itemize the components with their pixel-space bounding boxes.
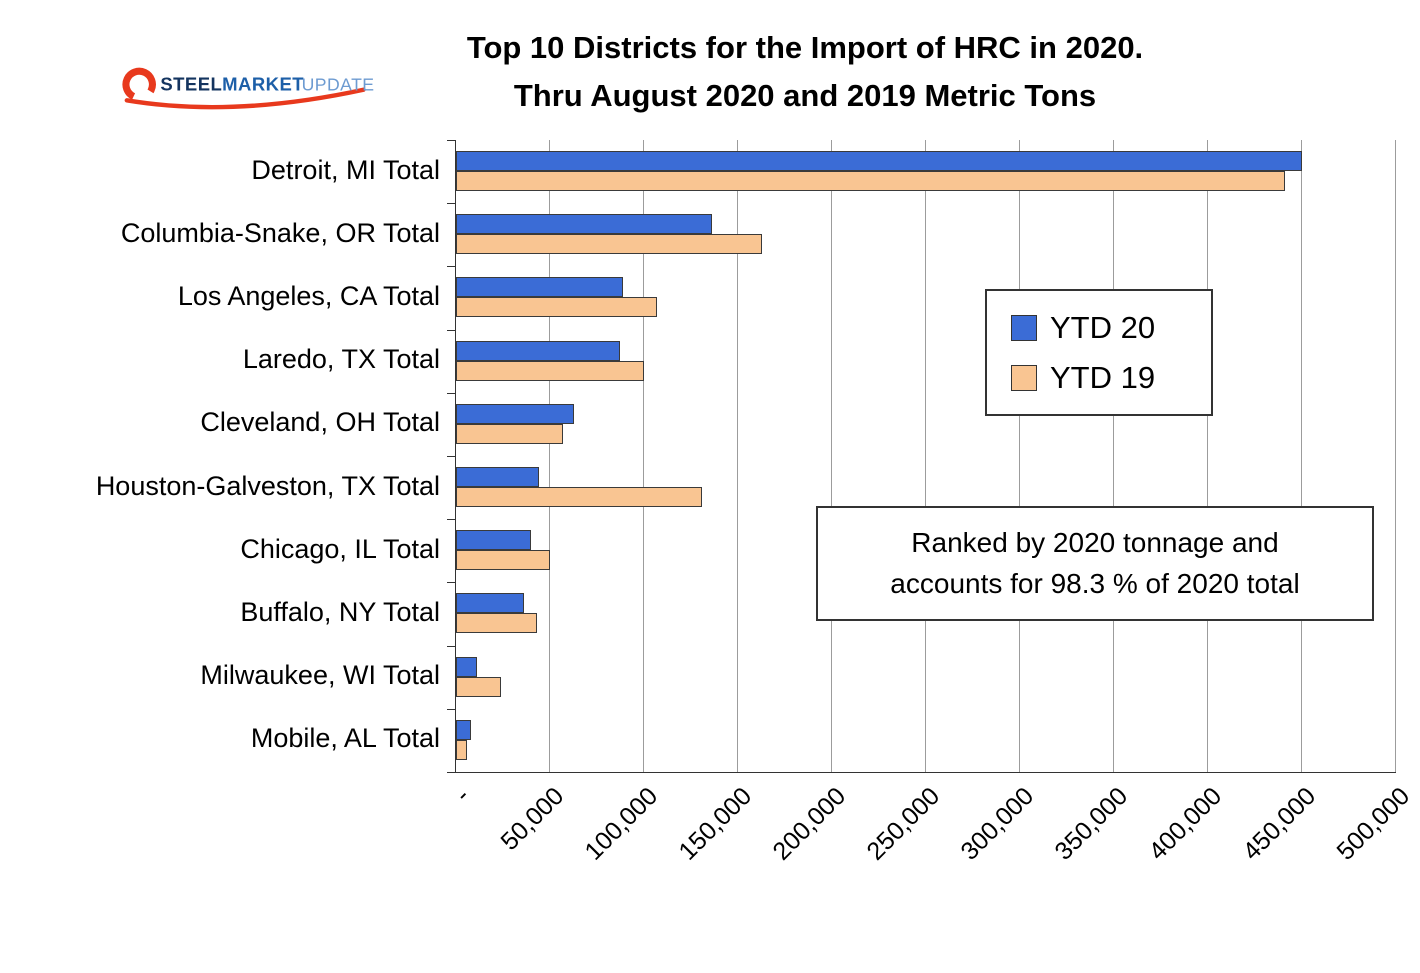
bar-ytd20 [456,341,620,361]
x-tick-label: 350,000 [1049,782,1133,866]
axis-tick [447,393,455,394]
legend: YTD 20 YTD 19 [985,289,1213,416]
category-label: Los Angeles, CA Total [177,281,440,311]
x-tick-label: 500,000 [1331,782,1415,866]
axis-tick [447,582,455,583]
x-tick-label: 400,000 [1143,782,1227,866]
legend-label-ytd20: YTD 20 [1050,309,1156,345]
axis-tick [447,772,455,773]
category-label: Chicago, IL Total [240,534,440,564]
gridline [549,140,550,772]
bar-ytd19 [456,740,467,760]
smu-logo-graphic: STEEL MARKET UPDATE [122,67,374,110]
legend-label-ytd19: YTD 19 [1050,359,1156,395]
bar-ytd20 [456,467,539,487]
plot-area [455,140,1396,773]
chart-title: Top 10 Districts for the Import of HRC i… [330,24,1280,120]
category-label: Laredo, TX Total [242,344,440,374]
gridline [1113,140,1114,772]
bar-ytd19 [456,234,762,254]
bar-ytd20 [456,214,712,234]
gridline [1019,140,1020,772]
bar-ytd19 [456,424,563,444]
bar-ytd19 [456,613,537,633]
bar-ytd20 [456,657,477,677]
category-label: Houston-Galveston, TX Total [95,471,440,501]
category-label: Milwaukee, WI Total [200,660,440,690]
legend-swatch-ytd20 [1011,314,1037,341]
bar-ytd20 [456,530,531,550]
bar-ytd20 [456,404,574,424]
gridline [925,140,926,772]
x-tick-label: 50,000 [494,782,569,856]
x-tick-label: 200,000 [767,782,851,866]
bar-ytd19 [456,677,501,697]
legend-swatch-ytd19 [1011,364,1037,391]
bar-ytd20 [456,593,524,613]
logo-text-steel: STEEL [160,74,222,95]
logo-text-update: UPDATE [302,75,374,95]
smu-logo: STEEL MARKET UPDATE [118,60,374,116]
gridline [831,140,832,772]
bar-ytd19 [456,487,702,507]
bar-ytd19 [456,297,657,317]
annotation-box: Ranked by 2020 tonnage and accounts for … [816,506,1374,621]
bar-ytd20 [456,151,1302,171]
annotation-line1: Ranked by 2020 tonnage and [911,526,1279,558]
bar-ytd19 [456,550,550,570]
gridline [1395,140,1396,772]
axis-tick [447,709,455,710]
chart-title-line1: Top 10 Districts for the Import of HRC i… [466,30,1144,65]
axis-tick [447,203,455,204]
x-tick-label: 150,000 [673,782,757,866]
gridline [643,140,644,772]
x-tick-label: 450,000 [1237,782,1321,866]
bar-ytd19 [456,361,644,381]
bar-ytd20 [456,720,471,740]
bar-ytd19 [456,171,1285,191]
legend-item-ytd19: YTD 19 [1011,360,1211,396]
legend-item-ytd20: YTD 20 [1011,310,1211,346]
axis-tick [447,330,455,331]
annotation-line2: accounts for 98.3 % of 2020 total [890,567,1300,599]
x-tick-label: 300,000 [955,782,1039,866]
axis-tick [447,266,455,267]
logo-swoosh-underline [124,87,366,110]
category-label: Detroit, MI Total [251,155,440,185]
category-label: Columbia-Snake, OR Total [120,218,440,248]
logo-text-market: MARKET [222,74,304,95]
gridline [737,140,738,772]
gridline [1207,140,1208,772]
chart-title-line2: Thru August 2020 and 2019 Metric Tons [513,78,1097,114]
category-label: Buffalo, NY Total [240,597,440,627]
x-tick-label: - [449,782,475,808]
x-tick-label: 100,000 [579,782,663,866]
axis-tick [447,140,455,141]
category-label: Mobile, AL Total [250,723,440,753]
logo-swoosh-circle [122,67,156,102]
category-label: Cleveland, OH Total [200,407,440,437]
bar-ytd20 [456,277,623,297]
axis-tick [447,646,455,647]
x-tick-label: 250,000 [861,782,945,866]
gridline [1301,140,1302,772]
axis-tick [447,519,455,520]
axis-tick [447,456,455,457]
